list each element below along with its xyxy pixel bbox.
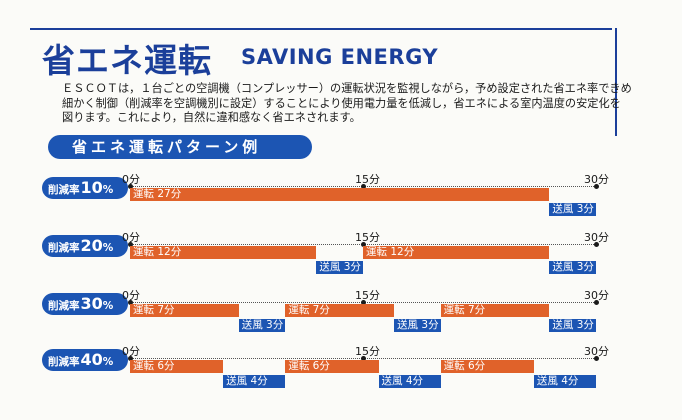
fan-segment: 送風 3分 (549, 319, 596, 332)
timeline-marker (361, 184, 366, 189)
badge-unit: % (102, 184, 114, 196)
fan-segment: 送風 3分 (238, 319, 286, 332)
fan-segment: 送風 3分 (549, 203, 596, 216)
timeline-marker (128, 242, 133, 247)
timeline-marker (594, 242, 599, 247)
run-segment: 運転 12分 (363, 246, 550, 259)
run-segment: 運転 7分 (285, 304, 395, 317)
run-segment: 運転 7分 (440, 304, 550, 317)
badge-label: 削減率 (48, 184, 80, 196)
time-tick-label: 0分 (122, 231, 140, 244)
time-tick-label: 0分 (122, 289, 140, 302)
time-tick-label: 30分 (584, 173, 609, 186)
time-tick-label: 15分 (355, 173, 380, 186)
fan-segment: 送風 4分 (223, 375, 286, 388)
timeline-marker (128, 300, 133, 305)
right-rule (615, 28, 617, 136)
description: ＥＳＣＯＴは，１台ごとの空調機（コンプレッサー）の運転状況を監視しながら，予め設… (62, 82, 632, 126)
run-segment: 運転 6分 (440, 360, 534, 373)
description-line: ＥＳＣＯＴは，１台ごとの空調機（コンプレッサー）の運転状況を監視しながら，予め設… (62, 82, 632, 95)
badge-value: 20 (80, 236, 103, 255)
time-tick-label: 15分 (355, 289, 380, 302)
badge-unit: % (102, 242, 114, 254)
badge-value: 30 (80, 294, 103, 313)
time-tick-label: 0分 (122, 173, 140, 186)
badge-label: 削減率 (48, 300, 80, 312)
time-tick-label: 30分 (584, 345, 609, 358)
fan-segment: 送風 4分 (378, 375, 441, 388)
timeline-marker (128, 356, 133, 361)
run-segment: 運転 6分 (130, 360, 224, 373)
fan-segment: 送風 3分 (549, 261, 596, 274)
reduction-rate-badge: 削減率 40% (42, 349, 128, 371)
run-segment: 運転 7分 (130, 304, 239, 317)
time-tick-label: 30分 (584, 231, 609, 244)
badge-label: 削減率 (48, 242, 80, 254)
timeline-marker (361, 300, 366, 305)
run-segment: 運転 12分 (130, 246, 317, 259)
description-line: 細かく制御（削減率を空調機別に設定）することにより使用電力量を低減し，省エネによ… (62, 96, 621, 110)
timeline-marker (594, 184, 599, 189)
timeline-marker (361, 242, 366, 247)
timeline-marker (594, 356, 599, 361)
timeline-marker (128, 184, 133, 189)
badge-unit: % (102, 356, 114, 368)
time-tick-label: 0分 (122, 345, 140, 358)
time-tick-label: 15分 (355, 345, 380, 358)
timeline-marker (361, 356, 366, 361)
timeline-marker (594, 300, 599, 305)
fan-segment: 送風 4分 (533, 375, 596, 388)
badge-value: 40 (80, 350, 103, 369)
badge-value: 10 (80, 178, 103, 197)
time-tick-label: 15分 (355, 231, 380, 244)
run-segment: 運転 27分 (130, 188, 550, 201)
reduction-rate-badge: 削減率 10% (42, 177, 128, 199)
badge-unit: % (102, 300, 114, 312)
reduction-rate-badge: 削減率 30% (42, 293, 128, 315)
pattern-section-header: 省エネ運転パターン例 (48, 135, 312, 159)
page-subtitle: SAVING ENERGY (241, 45, 439, 69)
time-tick-label: 30分 (584, 289, 609, 302)
reduction-rate-badge: 削減率 20% (42, 235, 128, 257)
description-line: 図ります。これにより，自然に違和感なく省エネされます。 (62, 111, 361, 124)
page-title: 省エネ運転 (42, 41, 212, 80)
run-segment: 運転 6分 (285, 360, 379, 373)
fan-segment: 送風 3分 (394, 319, 441, 332)
fan-segment: 送風 3分 (316, 261, 363, 274)
top-rule (30, 28, 612, 30)
badge-label: 削減率 (48, 356, 80, 368)
